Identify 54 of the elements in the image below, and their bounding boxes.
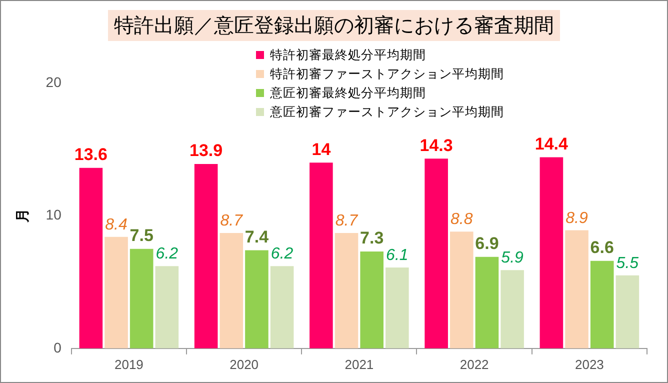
data-label: 14.4	[534, 134, 569, 154]
data-label: 14	[312, 140, 332, 159]
bar	[194, 164, 218, 348]
bar	[475, 256, 499, 348]
data-label: 8.4	[105, 216, 128, 234]
bar	[104, 236, 128, 348]
legend-label: 意匠初審ファーストアクション平均期間	[270, 103, 504, 121]
y-axis-title: 月	[15, 208, 32, 224]
data-label: 6.9	[475, 234, 499, 254]
bar	[500, 270, 524, 348]
y-tick-label: 0	[54, 339, 62, 356]
x-tick-label: 2023	[574, 356, 604, 372]
legend-label: 意匠初審最終処分平均期間	[270, 84, 426, 102]
bar	[130, 248, 154, 348]
data-label: 5.9	[501, 250, 524, 267]
data-label: 6.2	[270, 246, 294, 263]
x-tick-label: 2020	[230, 356, 259, 372]
data-label: 7.4	[244, 227, 270, 246]
y-tick-label: 10	[46, 206, 62, 223]
bar	[79, 168, 103, 348]
data-label: 13.9	[190, 141, 223, 160]
bar	[540, 157, 564, 348]
data-label: 6.2	[156, 246, 178, 263]
bar	[310, 162, 333, 348]
x-tick-label: 2021	[344, 356, 374, 372]
data-label: 7.5	[130, 226, 154, 246]
data-label: 8.9	[566, 210, 588, 227]
bar	[565, 230, 588, 348]
chart-title: 特許出願／意匠登録出願の初審における審査期間	[108, 10, 560, 41]
y-tick-label: 20	[46, 74, 62, 90]
bar	[360, 252, 384, 348]
bar	[245, 250, 268, 348]
bar	[270, 266, 294, 348]
legend-label: 特許初審最終処分平均期間	[270, 46, 426, 64]
data-label: 8.7	[220, 212, 244, 230]
data-label: 14.3	[420, 136, 453, 155]
bar	[590, 260, 614, 348]
x-tick-label: 2019	[114, 356, 144, 372]
bar	[616, 275, 640, 348]
bar	[334, 232, 358, 348]
bar	[155, 266, 179, 348]
data-label: 8.8	[450, 211, 473, 228]
bar	[220, 232, 244, 348]
data-label: 5.5	[616, 254, 639, 272]
legend-label: 特許初審ファーストアクション平均期間	[270, 65, 504, 83]
bar	[424, 158, 448, 348]
data-label: 13.6	[74, 145, 108, 164]
data-label: 6.6	[590, 238, 614, 258]
bar	[450, 232, 474, 348]
x-tick-label: 2022	[460, 356, 489, 372]
data-label: 6.1	[386, 246, 408, 264]
data-label: 8.7	[335, 212, 359, 230]
bar	[386, 267, 409, 348]
data-label: 7.3	[360, 228, 384, 248]
